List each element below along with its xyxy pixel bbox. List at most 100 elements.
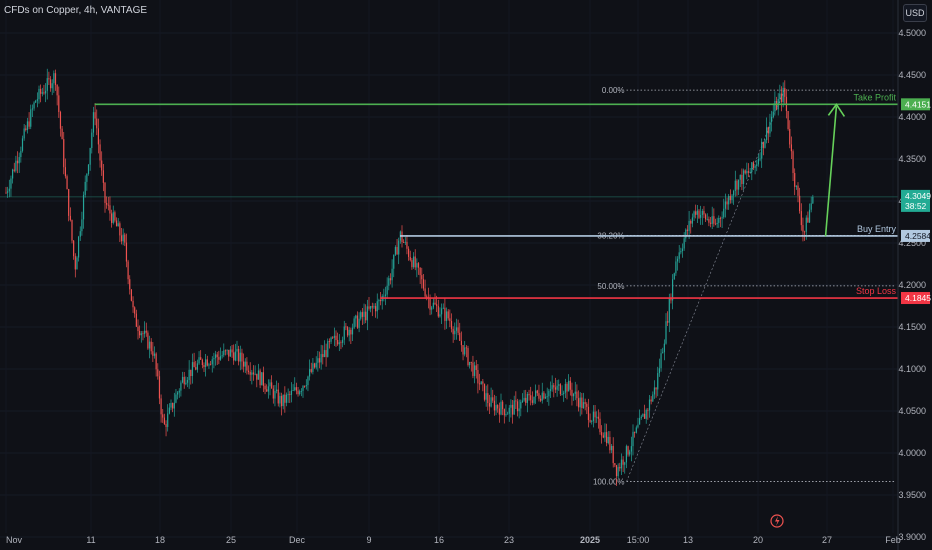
candle-body: [599, 418, 601, 433]
candle-body: [556, 385, 558, 390]
candle-body: [488, 403, 491, 407]
candle-body: [635, 427, 637, 433]
candle-body: [571, 389, 573, 397]
candle-body: [353, 318, 355, 328]
candle-body: [16, 160, 19, 164]
candle-body: [205, 359, 207, 368]
y-tick-label: 4.3500: [898, 154, 926, 164]
candle-body: [693, 211, 695, 218]
candlestick-series: [5, 68, 814, 486]
candle-body: [376, 301, 378, 312]
candle-body: [101, 160, 103, 171]
candle-body: [277, 389, 279, 404]
candle-body: [343, 326, 345, 340]
candle-body: [134, 307, 136, 314]
candle-body: [429, 298, 431, 310]
candle-body: [544, 396, 547, 399]
candle-body: [510, 404, 512, 408]
candle-body: [678, 252, 680, 259]
candle-body: [21, 138, 24, 151]
candle-body: [383, 295, 385, 297]
candle-body: [409, 256, 411, 261]
candle-body: [299, 391, 301, 395]
candle-body: [508, 407, 510, 414]
lightning-icon[interactable]: [770, 514, 784, 528]
candle-body: [305, 385, 307, 387]
candle-body: [244, 361, 246, 367]
candle-body: [401, 231, 403, 243]
x-tick-label: 18: [155, 535, 165, 545]
candle-body: [259, 370, 261, 386]
candle-body: [193, 362, 195, 368]
candle-body: [452, 328, 454, 335]
candle-body: [5, 192, 7, 194]
candle-body: [284, 394, 286, 403]
candle-body: [705, 214, 707, 220]
candle-body: [708, 219, 710, 223]
candle-body: [703, 210, 705, 215]
trade-levels[interactable]: Take Profit Buy Entry Stop Loss: [94, 92, 898, 299]
candle-body: [155, 353, 157, 370]
candle-body: [276, 389, 278, 391]
candle-body: [356, 315, 359, 328]
candle-body: [165, 424, 167, 427]
candle-body: [564, 383, 566, 393]
candle-body: [396, 247, 398, 255]
candle-body: [160, 398, 162, 415]
candle-body: [746, 171, 748, 174]
candle-body: [140, 333, 142, 336]
candle-body: [426, 296, 428, 298]
candle-body: [683, 238, 685, 249]
candle-body: [73, 240, 75, 257]
candle-body: [137, 326, 139, 331]
candle-body: [168, 407, 170, 414]
countdown-text: 38:52: [905, 201, 927, 211]
candle-body: [609, 436, 611, 451]
candle-body: [49, 79, 52, 89]
stop-loss-tag-text: 4.1845: [905, 293, 931, 303]
candle-body: [214, 354, 217, 359]
candle-body: [812, 196, 814, 204]
candle-body: [602, 435, 604, 438]
currency-button[interactable]: USD: [903, 4, 927, 22]
candle-body: [78, 236, 80, 258]
x-tick-label: 2025: [580, 535, 600, 545]
candle-body: [79, 231, 81, 237]
candle-body: [91, 132, 93, 149]
candle-body: [142, 333, 144, 335]
candle-body: [231, 349, 233, 353]
candle-body: [663, 343, 665, 353]
candle-body: [804, 231, 806, 233]
price-axis[interactable]: 3.9000 3.9500 4.0000 4.0500 4.1000 4.1500 4.20…: [898, 0, 926, 542]
candle-body: [59, 111, 62, 129]
target-arrow[interactable]: [824, 103, 846, 237]
candle-body: [774, 100, 776, 112]
candle-body: [51, 83, 53, 89]
candle-body: [403, 242, 405, 243]
candle-body: [640, 416, 642, 419]
candle-body: [20, 150, 22, 158]
candle-body: [724, 201, 726, 209]
candle-body: [135, 313, 137, 327]
candle-body: [637, 424, 639, 428]
candle-body: [335, 335, 337, 341]
candle-body: [607, 436, 609, 444]
candle-body: [718, 218, 720, 223]
candle-body: [252, 372, 255, 375]
candle-body: [696, 210, 698, 215]
buy-entry-label: Buy Entry: [857, 224, 897, 234]
candle-body: [393, 254, 395, 269]
x-tick-label: 23: [504, 535, 514, 545]
candle-body: [355, 315, 357, 319]
stop-loss-tag: [901, 292, 930, 305]
candle-body: [751, 162, 753, 172]
candle-body: [246, 361, 248, 371]
candle-body: [554, 387, 557, 390]
candle-body: [573, 393, 575, 397]
time-axis[interactable]: Nov 11 18 25 Dec 9 16 23 2025 15:00 13 20 27 Feb: [6, 535, 901, 545]
take-profit-tag-text: 4.4151: [905, 99, 931, 109]
candle-body: [503, 409, 505, 416]
candle-body: [728, 195, 730, 205]
candle-body: [389, 278, 392, 281]
